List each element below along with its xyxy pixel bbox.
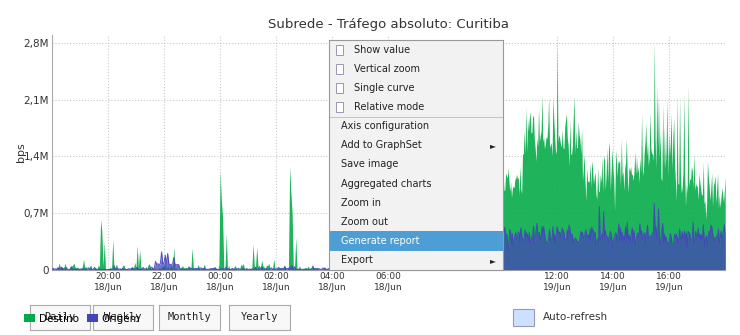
Y-axis label: bps: bps — [16, 143, 26, 162]
Text: ►: ► — [491, 141, 497, 150]
Text: Single curve: Single curve — [354, 83, 414, 93]
Bar — [336, 64, 343, 74]
Text: Aggregated charts: Aggregated charts — [341, 179, 432, 189]
Bar — [329, 231, 503, 251]
Text: Generate report: Generate report — [341, 236, 420, 246]
Text: Monthly: Monthly — [167, 313, 212, 322]
Text: Auto-refresh: Auto-refresh — [543, 313, 608, 322]
Text: Yearly: Yearly — [241, 313, 278, 322]
Legend: Destino, Origem: Destino, Origem — [20, 310, 144, 328]
Text: Vertical zoom: Vertical zoom — [354, 64, 420, 74]
Text: Axis configuration: Axis configuration — [341, 121, 430, 131]
Text: Save image: Save image — [341, 159, 399, 170]
Bar — [336, 102, 343, 112]
Bar — [336, 83, 343, 93]
Text: Export: Export — [341, 255, 374, 265]
Text: Add to GraphSet: Add to GraphSet — [341, 140, 423, 150]
Text: Weekly: Weekly — [104, 313, 141, 322]
Bar — [336, 45, 343, 55]
Text: Zoom out: Zoom out — [341, 217, 389, 227]
Text: ►: ► — [491, 256, 497, 265]
Bar — [513, 309, 534, 326]
Title: Subrede - Tráfego absoluto: Curitiba: Subrede - Tráfego absoluto: Curitiba — [268, 18, 509, 31]
Text: Relative mode: Relative mode — [354, 102, 424, 112]
Text: Show value: Show value — [354, 45, 410, 55]
Text: Zoom in: Zoom in — [341, 198, 382, 208]
Text: Daily: Daily — [44, 313, 75, 322]
